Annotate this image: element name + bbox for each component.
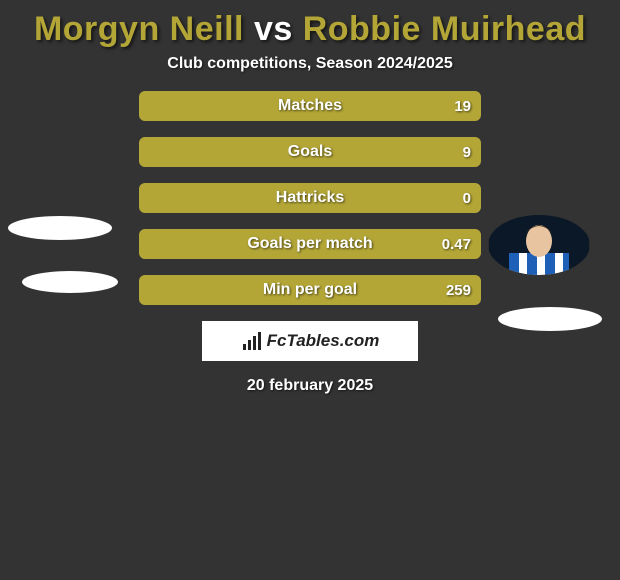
- stat-value-right: 259: [446, 282, 471, 299]
- stat-label: Goals: [288, 143, 332, 161]
- stat-label: Hattricks: [276, 189, 344, 207]
- stat-row-goals: Goals 9: [139, 137, 481, 167]
- branding-box: FcTables.com: [202, 321, 418, 361]
- stat-label: Min per goal: [263, 281, 357, 299]
- subtitle: Club competitions, Season 2024/2025: [0, 55, 620, 91]
- stat-value-right: 0.47: [442, 236, 471, 253]
- branding-chart-icon: [241, 330, 263, 352]
- left-ellipse-1: [22, 271, 118, 293]
- stat-row-min-per-goal: Min per goal 259: [139, 275, 481, 305]
- player-photo-svg: [488, 215, 590, 275]
- player2-photo: [488, 215, 590, 275]
- right-ellipse-1: [498, 307, 602, 331]
- player1-name: Morgyn Neill: [34, 10, 244, 48]
- stat-label: Goals per match: [247, 235, 372, 253]
- stat-row-goals-per-match: Goals per match 0.47: [139, 229, 481, 259]
- stat-label: Matches: [278, 97, 342, 115]
- main-area: Matches 19 Goals 9 Hattricks 0 Goals per match…: [0, 91, 620, 395]
- stat-row-hattricks: Hattricks 0: [139, 183, 481, 213]
- date-text: 20 february 2025: [0, 377, 620, 395]
- stat-row-matches: Matches 19: [139, 91, 481, 121]
- vs-text: vs: [244, 10, 303, 48]
- stat-value-right: 9: [463, 144, 471, 161]
- branding-text: FcTables.com: [267, 331, 380, 351]
- stat-value-right: 19: [454, 98, 471, 115]
- player2-name: Robbie Muirhead: [303, 10, 586, 48]
- comparison-title: Morgyn Neill vs Robbie Muirhead: [0, 0, 620, 55]
- stat-value-right: 0: [463, 190, 471, 207]
- left-ellipse-0: [8, 216, 112, 240]
